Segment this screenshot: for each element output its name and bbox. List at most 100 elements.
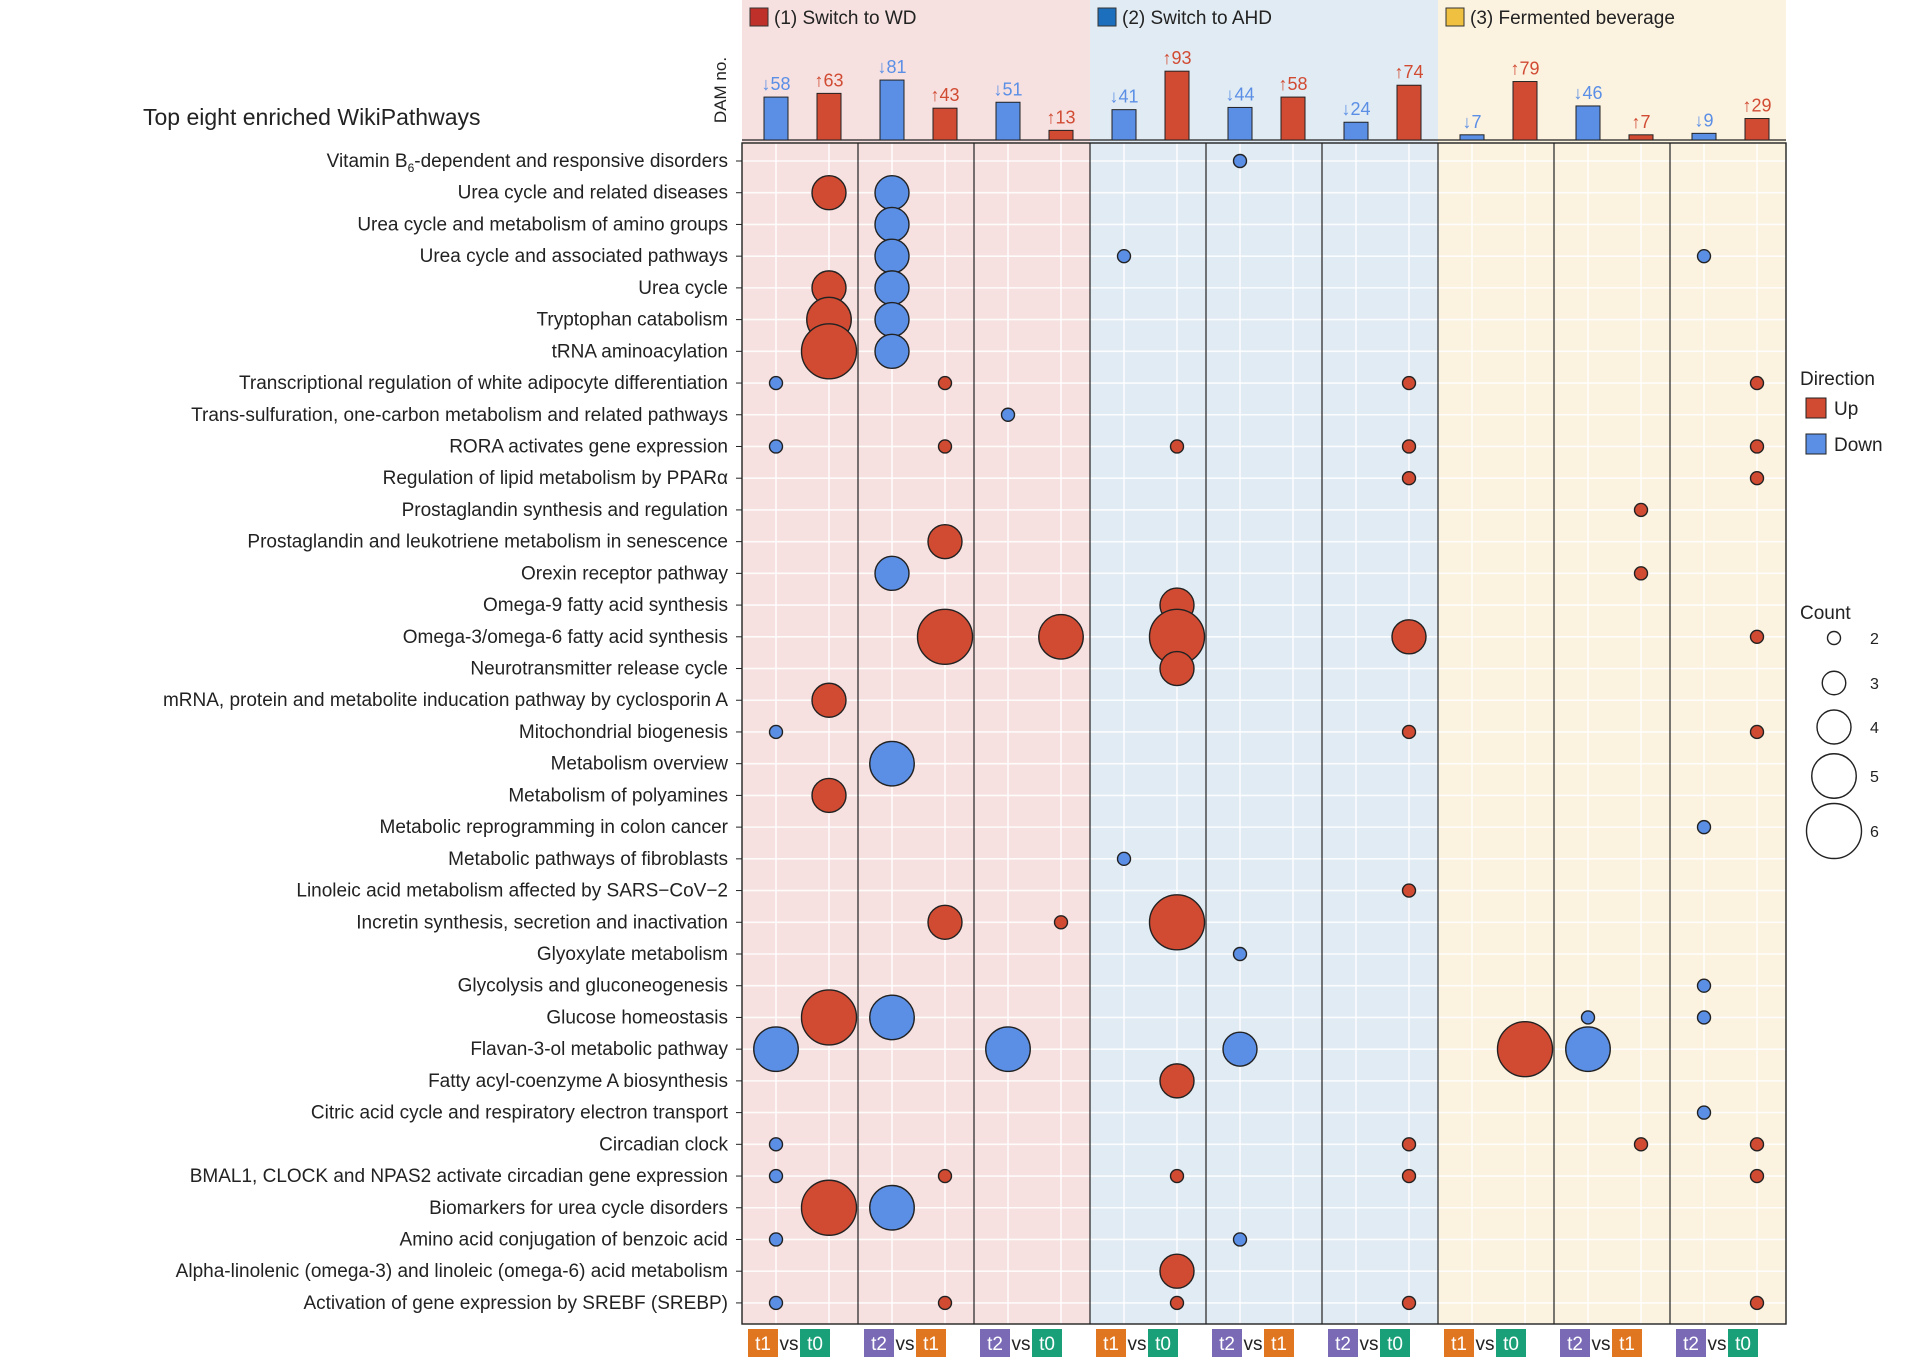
time-badge-t0: [800, 1329, 830, 1357]
pathway-label: Prostaglandin synthesis and regulation: [402, 500, 728, 521]
data-point-up: [811, 175, 847, 211]
dam-bar-label-up: ↑13: [1046, 107, 1075, 127]
data-point-down: [1696, 1010, 1712, 1025]
data-point-down: [874, 270, 910, 306]
pathway-label: Trans-sulfuration, one-carbon metabolism…: [191, 405, 728, 426]
data-point-down: [1232, 153, 1248, 169]
count-legend-title: Count: [1800, 603, 1851, 624]
pathway-label: Urea cycle and associated pathways: [420, 246, 728, 267]
time-badge-label: t2: [1683, 1334, 1699, 1355]
pathway-label: Neurotransmitter release cycle: [470, 659, 728, 680]
data-point-up: [1749, 1168, 1765, 1184]
time-badge-label: t0: [1155, 1334, 1171, 1355]
pathway-label: Biomarkers for urea cycle disorders: [429, 1198, 728, 1219]
data-point-down: [874, 301, 910, 338]
pathway-label: Mitochondrial biogenesis: [519, 722, 728, 743]
data-point-up: [1496, 1020, 1554, 1078]
count-legend-label: 5: [1870, 769, 1879, 786]
group-label-2: (2) Switch to AHD: [1122, 8, 1272, 29]
data-point-up: [1749, 439, 1765, 454]
comparison-vs: vs: [1360, 1334, 1379, 1355]
time-badge-label: t1: [1619, 1334, 1635, 1355]
data-point-down: [768, 1137, 784, 1152]
pathway-label: BMAL1, CLOCK and NPAS2 activate circadia…: [190, 1166, 728, 1187]
data-point-up: [1391, 619, 1427, 655]
data-point-up: [937, 1168, 953, 1184]
group-swatch-3: [1445, 7, 1465, 27]
bar-axis-label: DAM no.: [711, 57, 730, 123]
direction-legend-swatch: [1805, 433, 1827, 455]
data-point-down: [874, 175, 910, 211]
pathway-label: Orexin receptor pathway: [521, 563, 728, 584]
dam-bar-up: [1048, 129, 1074, 141]
data-point-down: [869, 1184, 915, 1231]
data-point-down: [869, 740, 915, 787]
comparison-vs: vs: [896, 1334, 915, 1355]
data-point-up: [1401, 471, 1417, 486]
count-legend-label: 4: [1870, 720, 1879, 737]
dam-bar-label-up: ↑29: [1742, 96, 1771, 116]
dam-bar-label-down: ↓81: [877, 57, 906, 77]
time-badge-t0: [1032, 1329, 1062, 1357]
comparison-vs: vs: [1012, 1334, 1031, 1355]
data-point-up: [1749, 1137, 1765, 1152]
time-badge-t1: [1444, 1329, 1474, 1357]
time-badge-label: t1: [1451, 1334, 1467, 1355]
data-point-up: [927, 904, 963, 940]
data-point-down: [1696, 248, 1712, 264]
data-point-down: [1000, 407, 1016, 422]
time-badge-label: t1: [923, 1334, 939, 1355]
pathway-label: Metabolism of polyamines: [508, 785, 728, 806]
pathway-label: Omega-3/omega-6 fatty acid synthesis: [403, 627, 728, 648]
direction-legend-label: Down: [1834, 435, 1883, 456]
direction-legend-title: Direction: [1800, 369, 1875, 390]
time-badge-label: t2: [1335, 1334, 1351, 1355]
data-point-up: [1401, 1137, 1417, 1152]
time-badge-t1: [748, 1329, 778, 1357]
pathway-label: Omega-9 fatty acid synthesis: [483, 595, 728, 616]
time-badge-label: t2: [871, 1334, 887, 1355]
data-point-down: [874, 206, 910, 243]
time-badge-label: t1: [1103, 1334, 1119, 1355]
data-point-up: [1401, 439, 1417, 454]
group-background-3: [1438, 0, 1786, 1324]
comparison-vs: vs: [1128, 1334, 1147, 1355]
time-badge-t2: [980, 1329, 1010, 1357]
pathway-label: Amino acid conjugation of benzoic acid: [400, 1229, 728, 1250]
pathway-label: Regulation of lipid metabolism by PPARα: [383, 468, 728, 489]
data-point-down: [1232, 946, 1248, 962]
count-legend-circle: [1816, 709, 1852, 745]
dam-bar-down: [1227, 106, 1253, 141]
dam-bar-up: [932, 107, 958, 141]
time-badge-t0: [1148, 1329, 1178, 1357]
data-point-down: [874, 238, 910, 274]
time-badge-t0: [1496, 1329, 1526, 1357]
data-point-up: [927, 523, 963, 560]
dam-bar-down: [1459, 134, 1485, 141]
comparison-vs: vs: [1244, 1334, 1263, 1355]
pathway-label: Prostaglandin and leukotriene metabolism…: [247, 532, 728, 553]
pathway-label: Glyoxylate metabolism: [537, 944, 728, 965]
count-legend-circle: [1826, 630, 1842, 646]
dam-bar-label-up: ↑74: [1394, 62, 1423, 82]
time-badge-t0: [1728, 1329, 1758, 1357]
dam-bar-label-down: ↓44: [1225, 84, 1254, 104]
dam-bar-label-up: ↑58: [1278, 74, 1307, 94]
pathway-label: Citric acid cycle and respiratory electr…: [311, 1103, 729, 1124]
dam-bar-down: [1575, 105, 1601, 141]
data-point-down: [1580, 1010, 1596, 1025]
time-badge-label: t0: [1735, 1334, 1751, 1355]
group-swatch-2: [1097, 7, 1117, 27]
time-badge-t2: [1676, 1329, 1706, 1357]
plot-frame: [741, 142, 1787, 1325]
group-swatch-1: [749, 7, 769, 27]
pathway-label: mRNA, protein and metabolite inducation …: [163, 690, 728, 711]
group-label-3: (3) Fermented beverage: [1470, 8, 1675, 29]
count-legend-circle: [1821, 670, 1847, 696]
data-point-up: [1749, 629, 1765, 644]
data-point-down: [768, 375, 784, 391]
count-legend-circle: [1805, 802, 1863, 860]
data-point-down: [768, 439, 784, 454]
time-badge-label: t1: [1271, 1334, 1287, 1355]
